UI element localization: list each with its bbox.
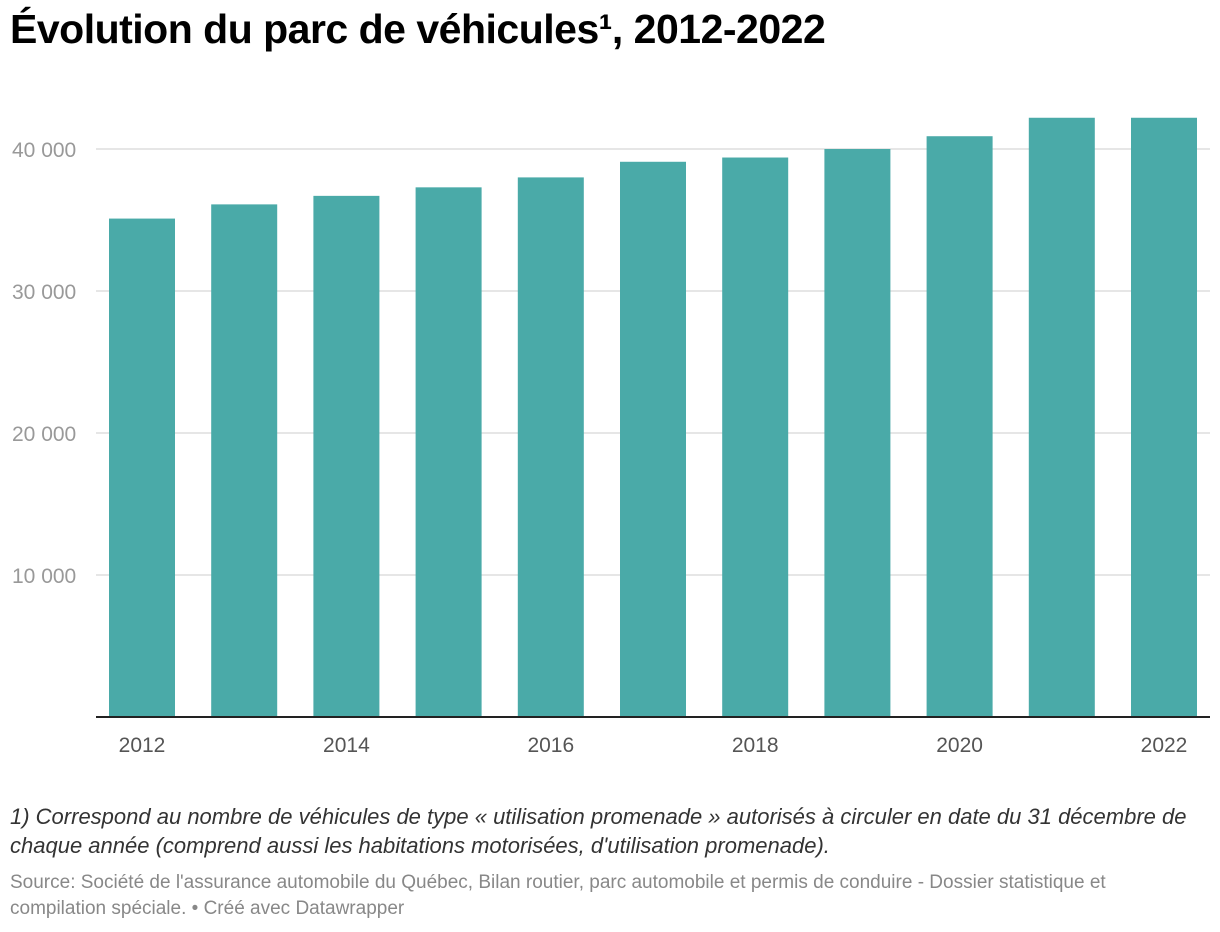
footnote: 1) Correspond au nombre de véhicules de … (10, 804, 1187, 858)
source-note: Source: Société de l'assurance automobil… (10, 872, 1106, 919)
bar (109, 218, 175, 717)
y-tick-label: 10 000 (12, 565, 76, 588)
bar (620, 161, 686, 717)
x-tick-label: 2012 (119, 734, 166, 757)
x-tick-label: 2022 (1141, 734, 1188, 757)
bar (1028, 117, 1095, 717)
bar (313, 195, 380, 718)
x-tick-label: 2014 (323, 734, 370, 757)
bar (824, 149, 891, 717)
y-tick-label: 30 000 (12, 281, 76, 304)
bar-chart: 10 000 20 000 30 000 40 000 2012 2014 2016 2018… (12, 117, 1210, 757)
y-tick-label: 40 000 (12, 139, 76, 162)
y-tick-label: 20 000 (12, 423, 76, 446)
bar (415, 187, 482, 718)
x-tick-label: 2018 (732, 734, 779, 757)
bar (722, 157, 789, 717)
bar (211, 204, 278, 717)
bar (517, 177, 584, 717)
x-tick-label: 2020 (936, 734, 983, 757)
chart-title: Évolution du parc de véhicules¹, 2012-20… (10, 6, 826, 52)
x-tick-label: 2016 (527, 734, 574, 757)
bar (1131, 117, 1197, 717)
bar (926, 136, 993, 718)
